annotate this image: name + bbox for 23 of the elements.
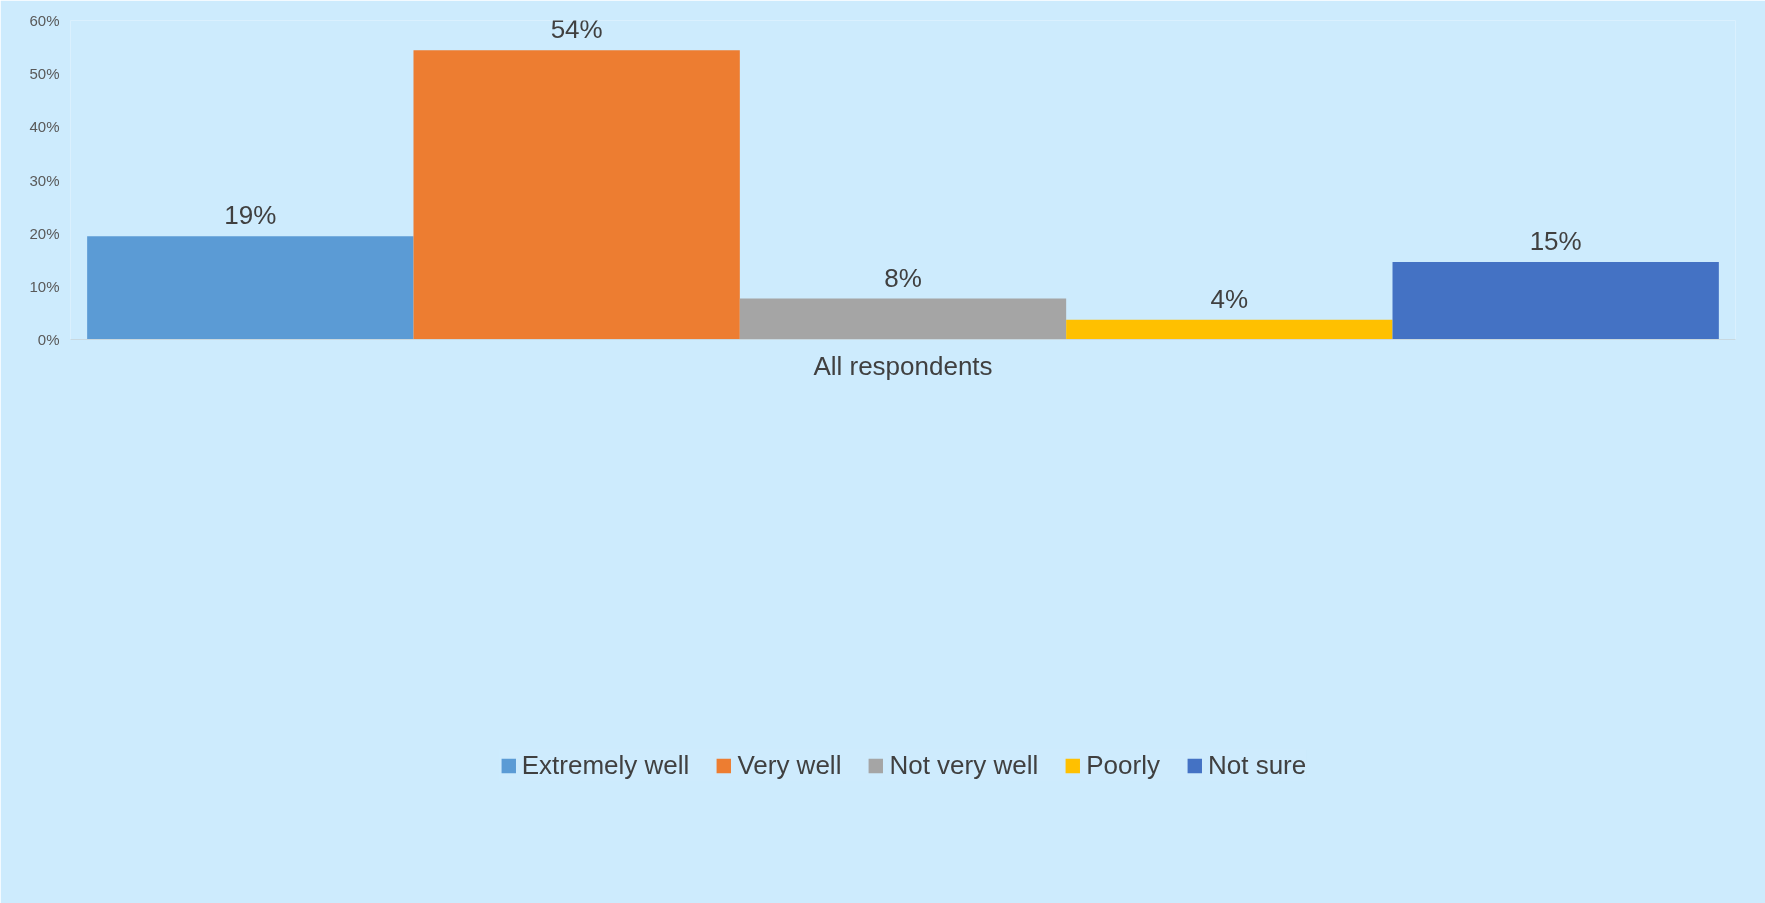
data-label: 15% xyxy=(1529,225,1582,256)
y-tick-label: 10% xyxy=(29,277,60,295)
y-tick-label: 50% xyxy=(29,65,60,83)
bar xyxy=(1392,261,1719,340)
legend-label: Very well xyxy=(737,749,842,781)
data-label: 4% xyxy=(1210,283,1249,314)
legend-label: Not very well xyxy=(889,749,1039,781)
legend-label: Extremely well xyxy=(521,749,690,781)
y-tick-label: 20% xyxy=(29,224,60,242)
legend-label: Not sure xyxy=(1207,749,1307,781)
data-label: 19% xyxy=(224,200,277,231)
bar xyxy=(413,50,740,340)
bar xyxy=(87,236,414,340)
data-label: 54% xyxy=(550,14,603,45)
y-tick-label: 60% xyxy=(29,12,60,29)
bar xyxy=(739,298,1067,340)
y-tick-label: 30% xyxy=(29,171,60,189)
y-tick-label: 0% xyxy=(37,331,60,348)
data-label: 8% xyxy=(884,262,922,293)
x-tick-label: All respondents xyxy=(813,350,993,381)
y-tick-label: 40% xyxy=(29,118,60,136)
legend-label: Poorly xyxy=(1086,749,1160,781)
bar xyxy=(1066,319,1393,340)
